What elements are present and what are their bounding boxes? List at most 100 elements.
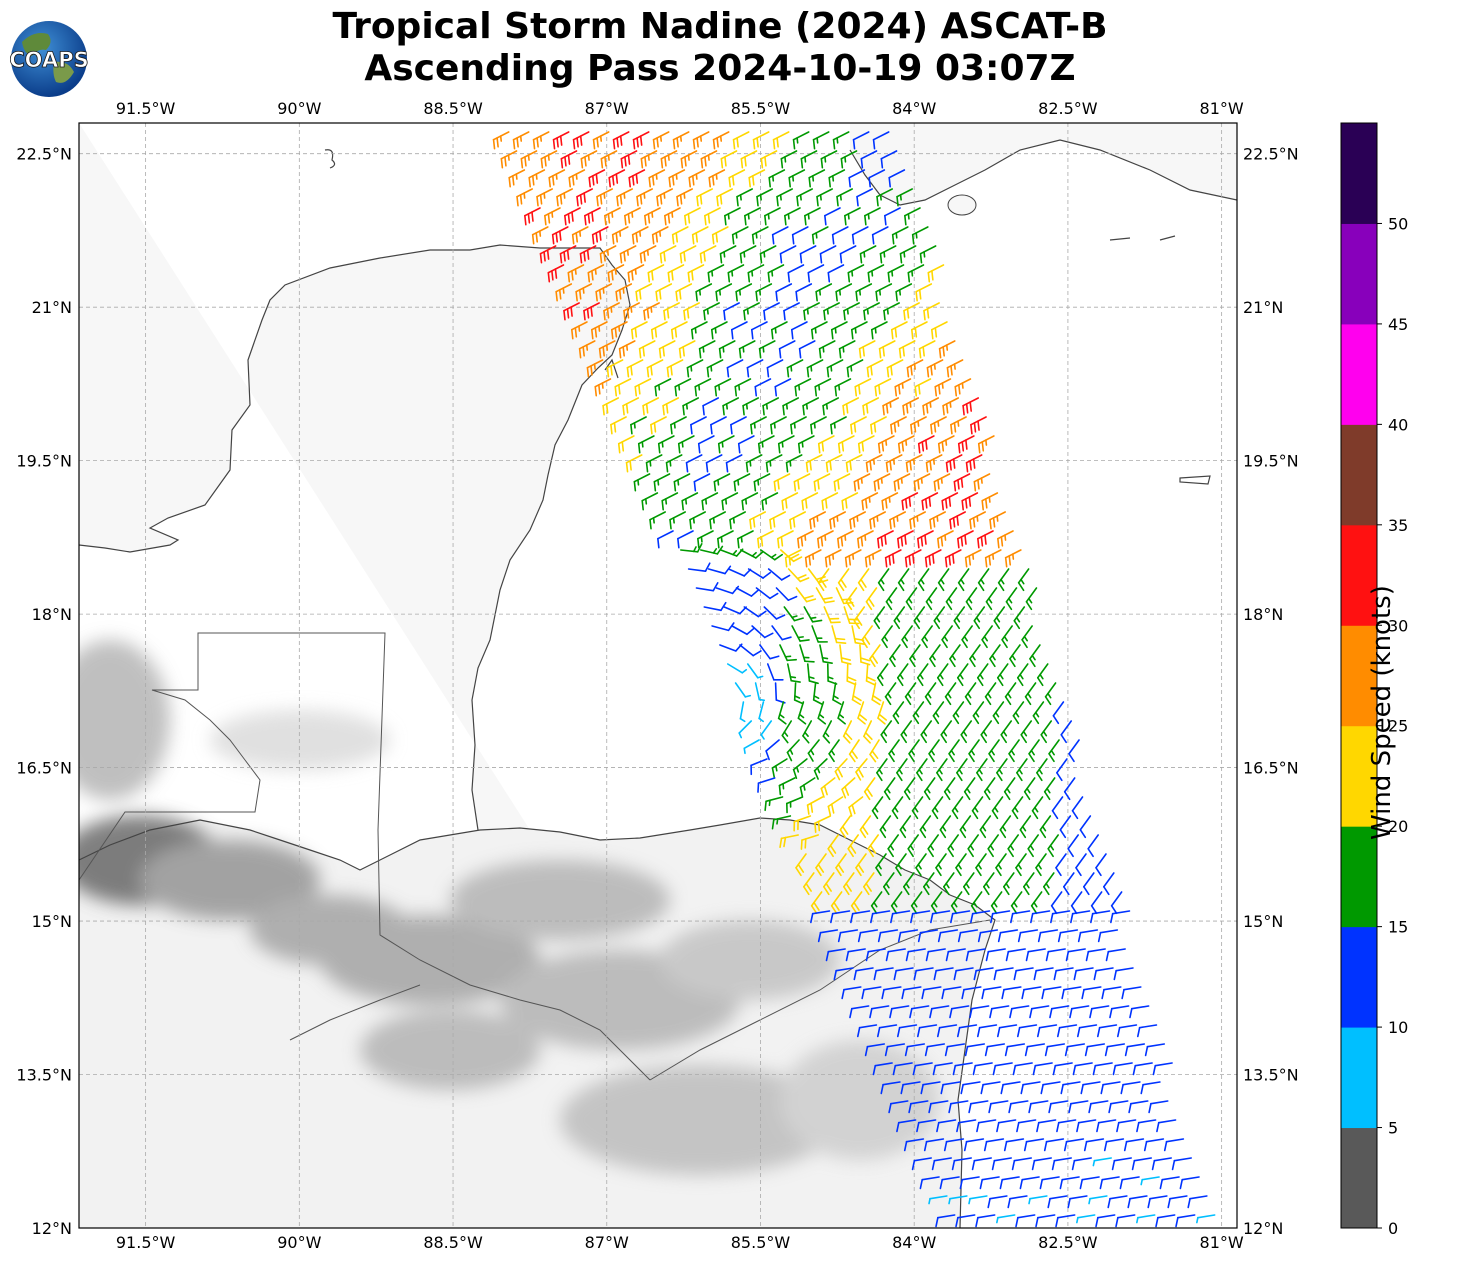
colorbar-tick-label: 35: [1388, 516, 1408, 535]
wind-barb: [835, 853, 847, 877]
wind-barb: [824, 207, 841, 226]
lon-label-bottom: 82.5°W: [1038, 1233, 1098, 1252]
wind-barb: [820, 777, 836, 798]
wind-barb: [678, 340, 696, 359]
wind-barb: [913, 967, 934, 981]
wind-barb: [771, 625, 792, 641]
wind-barb: [1051, 796, 1064, 820]
wind-barb: [1013, 606, 1026, 630]
wind-barb: [1121, 986, 1142, 1000]
wind-barb: [985, 948, 1006, 962]
wind-barb: [677, 530, 694, 549]
wind-barb: [996, 663, 1009, 687]
wind-barb: [890, 891, 903, 915]
colorbar-bin: [1341, 524, 1377, 626]
wind-barb: [865, 663, 876, 686]
wind-barb: [1110, 910, 1131, 924]
wind-barb: [1063, 1138, 1085, 1152]
wind-barb: [630, 321, 648, 340]
wind-barb: [1132, 1062, 1153, 1076]
wind-barb: [979, 1176, 1000, 1190]
wind-barb: [722, 397, 740, 416]
wind-barb: [663, 302, 680, 321]
wind-barb: [907, 264, 925, 283]
wind-barb: [900, 720, 913, 744]
wind-barb: [802, 397, 820, 416]
wind-barb: [903, 1138, 925, 1152]
wind-barb: [695, 283, 713, 302]
wind-barb: [1030, 891, 1043, 915]
wind-barb: [896, 188, 913, 207]
wind-barb: [912, 1062, 933, 1076]
wind-barb: [831, 625, 847, 645]
wind-barb: [910, 416, 927, 435]
wind-barb: [911, 796, 924, 820]
wind-barb: [1048, 739, 1060, 763]
wind-barb: [996, 1214, 1016, 1224]
wind-barb: [748, 169, 766, 188]
wind-barb: [758, 701, 765, 723]
wind-barb: [817, 530, 834, 549]
wind-barb: [1043, 872, 1055, 896]
colorbar-bin: [1341, 1027, 1377, 1129]
colorbar-bin: [1341, 926, 1377, 1028]
wind-barb: [707, 264, 725, 283]
wind-barb: [713, 473, 731, 492]
wind-barb: [1083, 872, 1095, 896]
wind-barb: [961, 492, 979, 511]
wind-barb: [1052, 701, 1065, 725]
wind-barb: [1090, 910, 1111, 924]
wind-barb: [767, 568, 791, 581]
wind-barb: [884, 549, 902, 568]
wind-barb: [792, 758, 808, 780]
lat-label-right: 15°N: [1243, 912, 1283, 931]
wind-barb: [690, 321, 708, 340]
wind-barb: [1064, 1043, 1086, 1057]
wind-barb: [754, 682, 766, 702]
wind-barb: [1099, 1176, 1120, 1190]
wind-barb: [747, 568, 772, 579]
wind-barb: [803, 872, 815, 896]
wind-barb: [603, 302, 620, 321]
wind-barb: [531, 226, 549, 245]
wind-barb: [612, 131, 630, 150]
wind-barb: [973, 967, 994, 981]
wind-barb: [884, 1043, 906, 1057]
wind-barb: [740, 150, 758, 169]
wind-barb: [606, 359, 624, 378]
wind-barb: [965, 587, 978, 611]
wind-barb: [604, 207, 621, 226]
map-title-line1: Tropical Storm Nadine (2024) ASCAT-B: [332, 6, 1108, 47]
wind-barb: [947, 834, 959, 858]
wind-barb: [916, 1119, 937, 1133]
wind-barb: [1033, 967, 1054, 981]
wind-barb: [898, 340, 916, 359]
wind-barb: [730, 321, 748, 340]
wind-barb: [750, 758, 768, 776]
country-borders: [79, 632, 991, 1081]
wind-barb: [969, 1005, 990, 1019]
wind-barb: [1029, 644, 1041, 668]
wind-barb: [1039, 815, 1052, 839]
wind-barb: [937, 568, 950, 592]
wind-barb: [797, 435, 815, 454]
wind-barb: [849, 511, 866, 530]
wind-barb: [887, 264, 905, 283]
wind-barb: [657, 530, 674, 549]
wind-barb: [884, 207, 901, 226]
wind-barb: [556, 188, 573, 207]
wind-barb: [1055, 1214, 1076, 1228]
wind-barb: [930, 891, 943, 915]
wind-barb: [1039, 1176, 1060, 1190]
wind-barb: [950, 891, 963, 915]
wind-barb: [1101, 986, 1122, 1000]
wind-barb: [870, 891, 883, 915]
wind-barb: [989, 511, 1006, 530]
wind-barb: [660, 150, 678, 169]
wind-barb: [888, 739, 900, 763]
wind-barb: [814, 815, 832, 834]
wind-barb: [1083, 1138, 1105, 1152]
wind-barb: [536, 188, 553, 207]
wind-barb: [927, 264, 945, 283]
wind-barb: [694, 378, 712, 397]
